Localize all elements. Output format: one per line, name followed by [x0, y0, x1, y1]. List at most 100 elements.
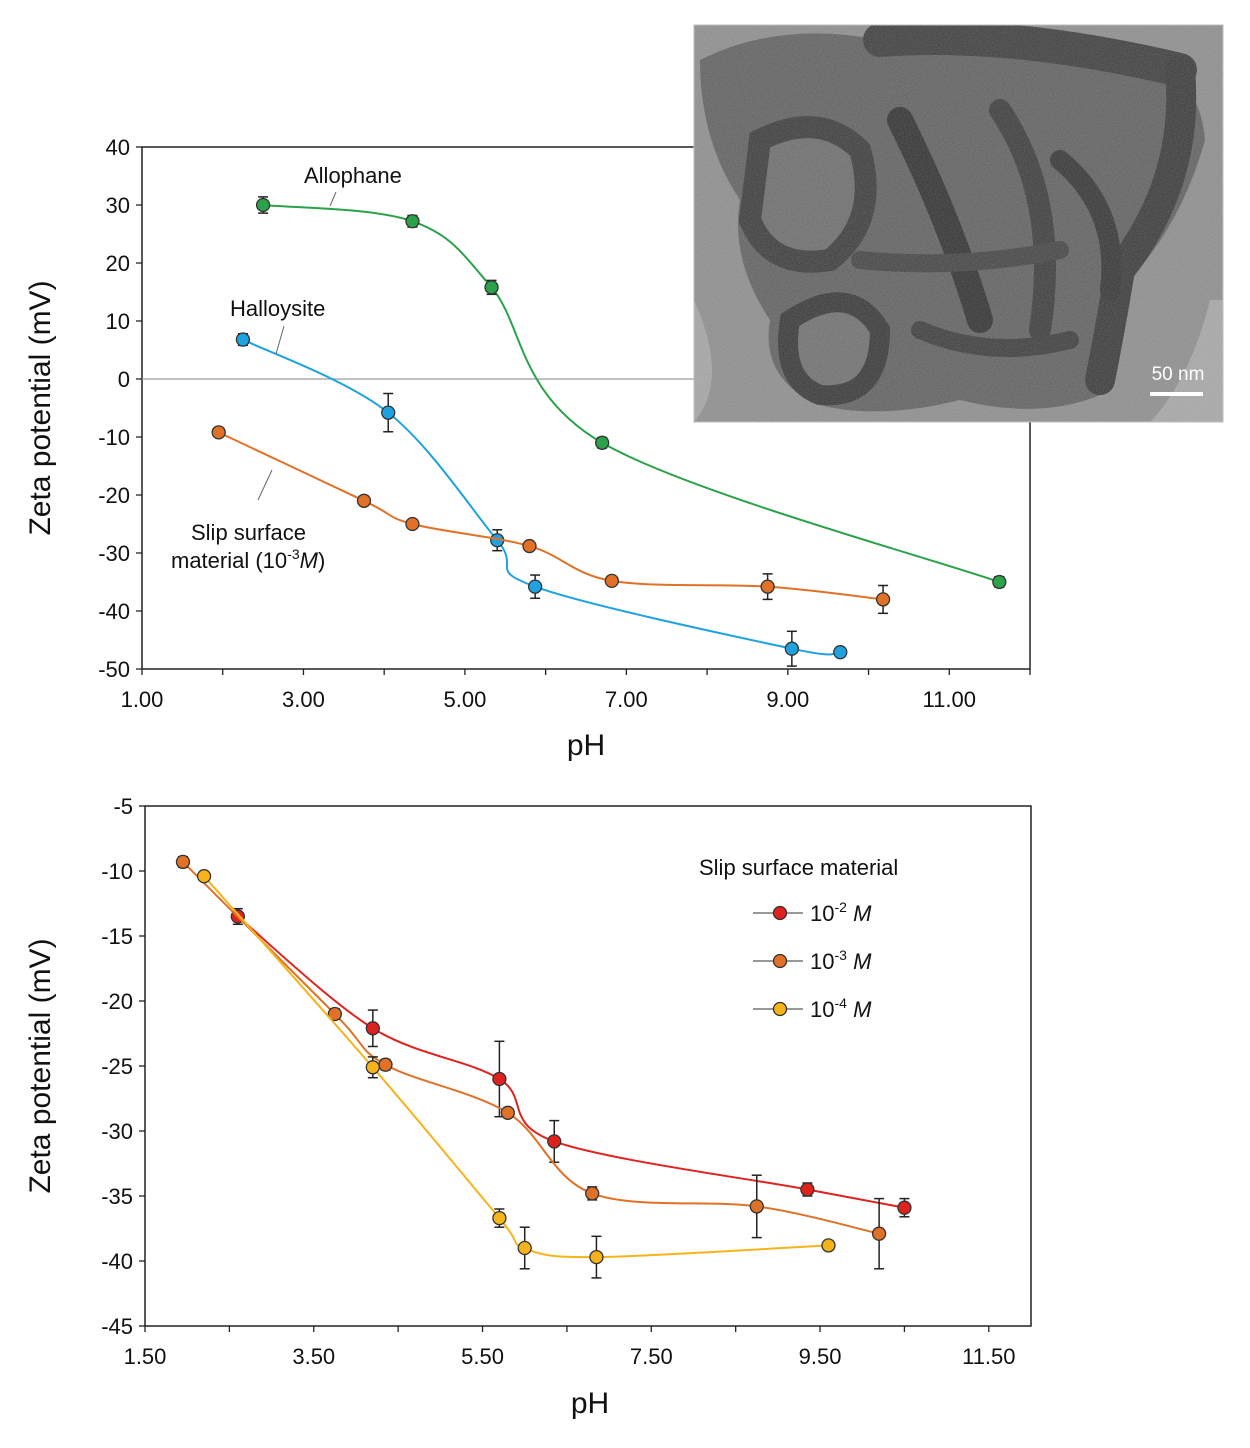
legend-title: Slip surface material [699, 855, 898, 880]
bottom-y-tick-label: -10 [101, 859, 133, 884]
bottom-data-point [365, 1021, 380, 1036]
bottom-data-point [749, 1199, 764, 1214]
bottom-x-ticks: 1.50 3.50 5.50 7.50 9.50 11.50 [124, 1326, 1016, 1369]
top-y-axis-label: Zeta potential (mV) [24, 280, 57, 535]
legend-swatch-marker [772, 1001, 788, 1017]
bottom-y-ticks: -5 -10 -15 -20 -25 -30 -35 -40 -45 [101, 794, 145, 1339]
top-y-tick-label: 30 [106, 193, 130, 218]
bottom-series-2 [196, 869, 836, 1279]
bottom-data-point [365, 1060, 380, 1075]
top-data-point [211, 425, 226, 440]
top-series-2 [211, 425, 891, 615]
top-data-point [594, 435, 610, 450]
top-data-point [784, 641, 800, 656]
bottom-data-point [492, 1071, 507, 1087]
top-y-tick-label: 10 [106, 309, 130, 334]
bottom-plot-frame [144, 805, 1032, 1327]
top-x-tick-label: 5.00 [443, 687, 486, 712]
top-y-tick-label: -30 [98, 541, 130, 566]
scale-bar-label: 50 nm [1152, 364, 1205, 385]
top-y-tick-label: 20 [106, 251, 130, 276]
top-y-tick-label: -40 [98, 599, 130, 624]
top-x-tick-label: 9.00 [766, 687, 809, 712]
bottom-data-point [175, 854, 191, 870]
top-series-line [262, 204, 1000, 583]
micrograph-frame [693, 24, 1224, 423]
top-data-point [405, 516, 420, 532]
bottom-y-tick-label: -25 [101, 1054, 133, 1079]
top-y-tick-label: 0 [118, 367, 130, 392]
legend-entry-label: 10-2 M [810, 899, 872, 926]
slip-label-text-a: material (10 [171, 548, 287, 573]
bottom-data-point [821, 1238, 836, 1253]
bottom-series-0 [230, 907, 912, 1218]
bottom-data-point [517, 1240, 532, 1256]
top-x-tick-label: 3.00 [282, 687, 325, 712]
bottom-x-axis-label: pH [571, 1387, 609, 1420]
top-series-line [218, 431, 884, 601]
top-data-point [760, 579, 775, 594]
top-y-tick-label: -10 [98, 425, 130, 450]
top-data-point [484, 280, 499, 295]
top-series [211, 196, 1007, 667]
top-x-axis-label: pH [567, 729, 605, 762]
bottom-y-tick-label: -45 [101, 1314, 133, 1339]
bottom-series-1 [175, 854, 887, 1270]
top-data-point [992, 574, 1007, 590]
top-x-tick-label: 1.00 [121, 687, 164, 712]
allophane-leader [329, 191, 337, 207]
top-x-ticks: 1.00 3.00 5.00 7.00 9.00 11.00 [121, 669, 1031, 712]
bottom-series-line [237, 915, 905, 1209]
legend-entry-label: 10-4 M [810, 995, 872, 1022]
bottom-x-tick-label: 9.50 [799, 1344, 842, 1369]
top-y-tick-label: -50 [98, 657, 130, 682]
top-data-point [381, 405, 396, 420]
allophane-label: Allophane [304, 163, 402, 188]
top-y-ticks: 40 30 20 10 0 -10 -20 -30 -40 -50 [98, 135, 142, 682]
legend-swatch-marker [772, 905, 788, 921]
bottom-y-tick-label: -15 [101, 924, 133, 949]
bottom-data-point [800, 1182, 815, 1197]
top-data-point [875, 592, 891, 607]
top-data-point [833, 645, 848, 660]
top-series-1 [235, 332, 848, 667]
bottom-data-point [589, 1249, 604, 1265]
halloysite-leader [275, 325, 285, 355]
bottom-data-point [897, 1200, 912, 1215]
halloysite-label: Halloysite [230, 296, 325, 321]
slip-leader [257, 469, 273, 501]
top-x-tick-label: 11.00 [923, 687, 976, 712]
top-data-point [356, 493, 372, 508]
bottom-data-point [327, 1006, 343, 1022]
top-data-point [604, 573, 619, 588]
bottom-x-tick-label: 1.50 [124, 1344, 167, 1369]
bottom-legend: Slip surface material 10-2 M 10-3 M 10-4 M [699, 855, 898, 1022]
bottom-series [175, 854, 912, 1279]
top-data-point [255, 197, 271, 213]
slip-label-line2: material (10-3M) [171, 546, 325, 573]
bottom-y-tick-label: -30 [101, 1119, 133, 1144]
bottom-series-line [203, 875, 829, 1259]
slip-label-text-b: ) [318, 548, 325, 573]
bottom-data-point [196, 869, 212, 884]
top-y-tick-label: -20 [98, 483, 130, 508]
bottom-y-axis-label: Zeta potential (mV) [24, 938, 57, 1193]
bottom-data-point [585, 1186, 600, 1201]
bottom-data-point [378, 1057, 393, 1072]
bottom-x-tick-label: 11.50 [962, 1344, 1015, 1369]
bottom-x-tick-label: 7.50 [630, 1344, 673, 1369]
top-data-point [235, 332, 251, 347]
top-data-point [405, 214, 420, 229]
slip-label-unit: M [300, 548, 319, 573]
top-series-0 [255, 196, 1007, 590]
slip-label-sup: -3 [287, 546, 300, 562]
bottom-data-point [500, 1105, 515, 1120]
top-data-point [522, 538, 537, 554]
legend-entry-label: 10-3 M [810, 947, 872, 974]
bottom-y-tick-label: -40 [101, 1249, 133, 1274]
legend-swatch-marker [772, 953, 788, 969]
bottom-data-point [492, 1210, 507, 1226]
top-x-tick-label: 7.00 [605, 687, 648, 712]
bottom-x-tick-label: 3.50 [292, 1344, 335, 1369]
